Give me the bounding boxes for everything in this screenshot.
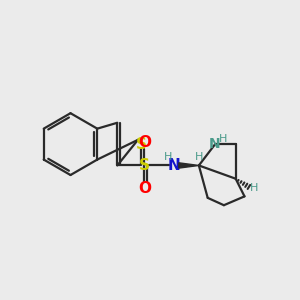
Text: S: S (139, 158, 150, 173)
Text: H: H (250, 183, 258, 194)
Text: O: O (138, 135, 151, 150)
Text: O: O (138, 181, 151, 196)
Text: S: S (136, 137, 147, 152)
Text: H: H (219, 134, 227, 144)
Text: N: N (209, 137, 221, 151)
Text: H: H (164, 152, 173, 162)
Text: N: N (167, 158, 180, 173)
Polygon shape (179, 163, 199, 168)
Text: H: H (195, 152, 204, 162)
